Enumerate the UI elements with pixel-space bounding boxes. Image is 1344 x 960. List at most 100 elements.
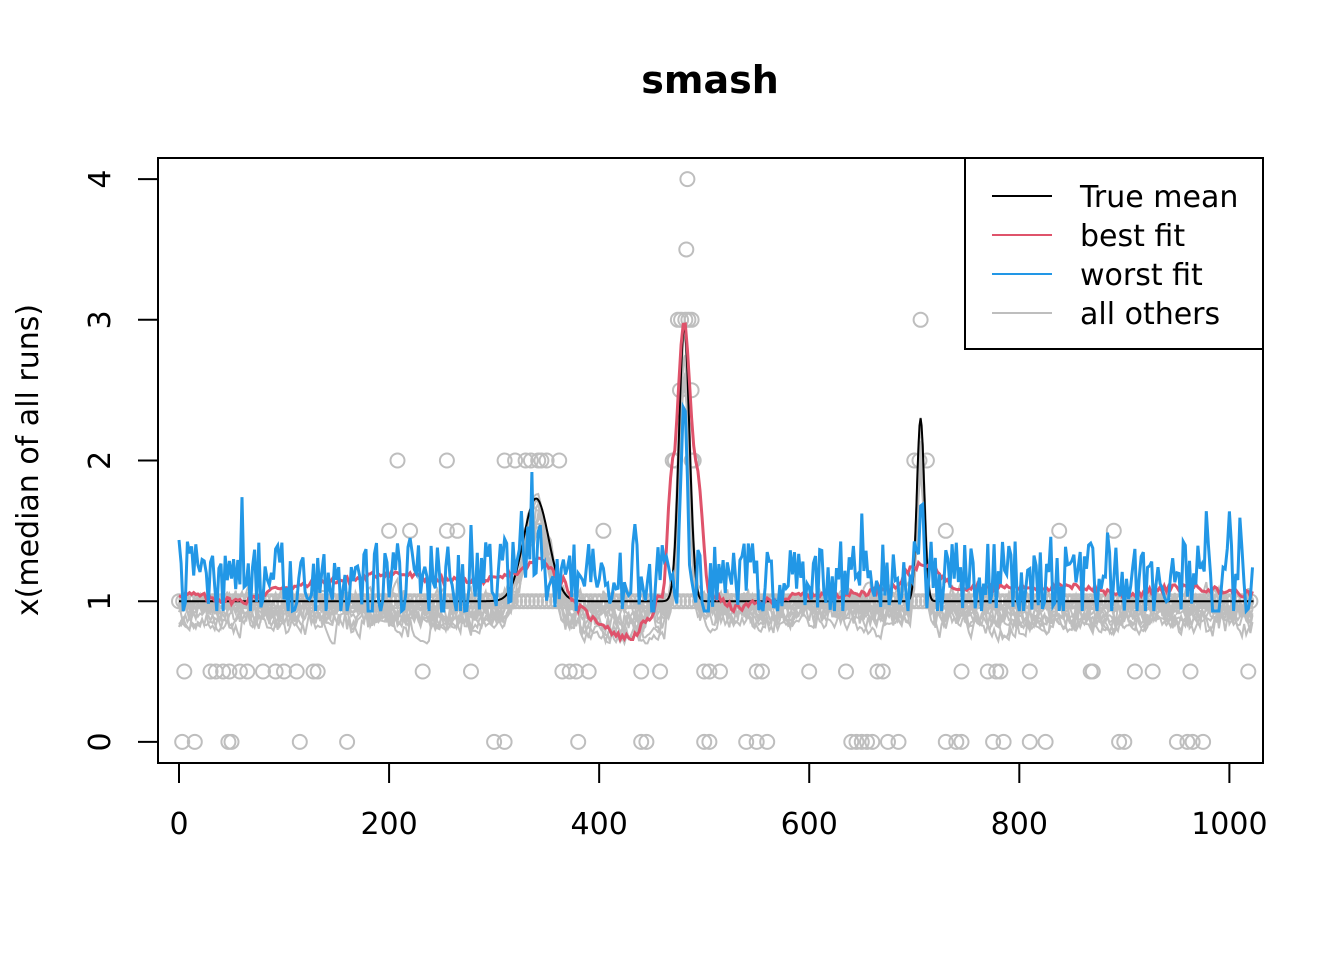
observation-point [1184,733,1201,750]
observation-point [519,593,536,610]
legend-label: True mean [1079,180,1238,215]
observation-point [463,663,479,680]
observation-point [696,663,713,680]
observation-point [174,733,191,750]
observation-point [633,733,650,750]
observation-point [1084,663,1101,680]
observation-point [438,452,455,469]
observation-point [701,663,718,680]
observation-point [1021,663,1038,680]
observation-point [712,663,728,680]
observation-point [638,733,655,750]
observation-point [568,663,585,680]
observation-point [988,663,1005,680]
x-tick-label: 600 [781,807,838,842]
observation-point [759,733,776,750]
observation-point [838,663,854,680]
y-tick-label: 0 [83,732,118,751]
observation-point [309,663,326,680]
worst-fit-layer [177,401,1254,615]
observation-point [801,663,818,680]
observation-point [1105,522,1122,539]
observation-point [880,733,896,750]
observation-point [528,593,545,610]
observation-point [953,733,970,750]
observation-point [912,311,929,328]
x-tick-label: 800 [991,807,1048,842]
observation-point [985,733,1002,750]
observation-point [937,522,954,539]
observation-point [570,733,587,750]
observation-point [231,663,248,680]
observation-point [1116,733,1133,750]
observation-point [979,663,996,680]
observation-point [906,452,923,469]
observation-point [515,593,532,610]
observation-point [533,452,550,469]
observation-point [523,593,540,610]
observation-point [748,663,765,680]
observation-point [438,522,455,539]
observation-point [633,663,650,680]
observation-point [843,733,860,750]
x-axis: 0 200 400 600 800 1000 [169,762,1268,842]
observation-point [449,522,466,539]
observation-point [532,593,549,610]
observation-point [276,663,292,680]
observation-point [683,593,700,610]
observation-point [911,452,928,469]
observation-point [678,241,695,258]
observation-point [186,733,203,750]
observation-point [255,663,271,680]
observation-point [561,663,578,680]
observation-point [549,593,566,610]
y-tick-label: 4 [83,170,118,189]
observation-point [176,663,193,680]
observation-point [1240,663,1257,680]
observation-point [595,522,612,539]
observation-point [652,663,669,680]
observation-point [992,663,1009,680]
observation-point [671,593,687,610]
observation-point [953,663,970,680]
observation-point [267,663,284,680]
observation-point [1051,522,1068,539]
legend-label: all others [1080,297,1220,332]
observation-point [1195,733,1212,750]
observation-point [1037,733,1054,750]
observation-point [1168,733,1185,750]
worst-fit-line [177,401,1254,615]
observation-point [381,522,398,539]
observation-point [1179,733,1196,750]
observation-point [673,311,690,328]
observation-point [696,733,713,750]
observation-point [1126,663,1143,680]
true-mean-line [179,326,1254,603]
legend: True mean best fit worst fit all others [964,157,1264,350]
observation-point [948,733,965,750]
observation-point [864,733,881,750]
y-tick-label: 1 [83,592,118,611]
observation-point [522,452,539,469]
y-axis: 0 1 2 3 4 [83,170,159,751]
observation-point [683,311,700,328]
observation-point [215,663,232,680]
chart-title: smash [641,58,779,102]
y-tick-label: 3 [83,310,118,329]
observation-point [291,733,308,750]
observation-point [1021,733,1038,750]
observation-point [914,593,931,610]
observation-point [848,733,865,750]
observation-point [221,663,238,680]
observation-point [288,663,305,680]
observation-point [580,663,597,680]
observation-point [538,452,555,469]
x-tick-label: 200 [360,807,417,842]
observation-point [918,452,935,469]
observation-point [339,733,356,750]
observation-point [402,522,419,539]
observation-point [202,663,219,680]
observation-point [701,733,718,750]
x-tick-label: 1000 [1191,807,1267,842]
